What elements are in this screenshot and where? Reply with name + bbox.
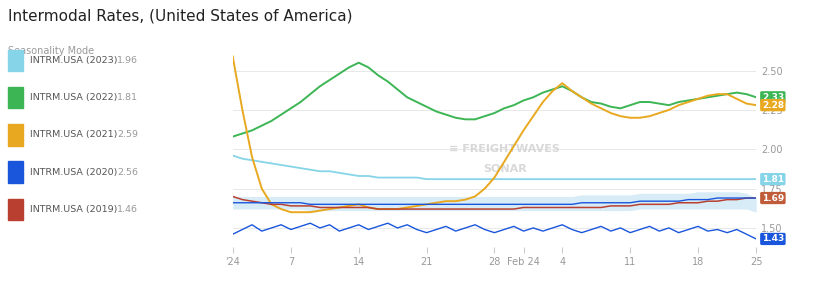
Text: 1.96: 1.96 — [117, 56, 138, 65]
Text: 2.59: 2.59 — [117, 130, 138, 139]
Text: 2.33: 2.33 — [762, 93, 784, 102]
Text: 2.28: 2.28 — [762, 101, 784, 110]
Text: 1.69: 1.69 — [762, 193, 784, 203]
Text: Seasonality Mode: Seasonality Mode — [8, 46, 95, 56]
Text: INTRM.USA (2020): INTRM.USA (2020) — [30, 168, 117, 177]
Text: 1.81: 1.81 — [762, 175, 784, 184]
Text: INTRM.USA (2023): INTRM.USA (2023) — [30, 56, 117, 65]
Text: ≡ FREIGHTWAVES: ≡ FREIGHTWAVES — [450, 144, 560, 154]
Text: INTRM.USA (2021): INTRM.USA (2021) — [30, 130, 117, 139]
Text: SONAR: SONAR — [483, 164, 527, 174]
Text: Intermodal Rates, (United States of America): Intermodal Rates, (United States of Amer… — [8, 9, 353, 24]
Text: 2.56: 2.56 — [117, 168, 138, 177]
Text: INTRM.USA (2019): INTRM.USA (2019) — [30, 205, 117, 214]
Text: 1.81: 1.81 — [117, 93, 138, 102]
Text: INTRM.USA (2022): INTRM.USA (2022) — [30, 93, 117, 102]
Text: 1.43: 1.43 — [762, 234, 784, 243]
Text: 1.46: 1.46 — [117, 205, 138, 214]
